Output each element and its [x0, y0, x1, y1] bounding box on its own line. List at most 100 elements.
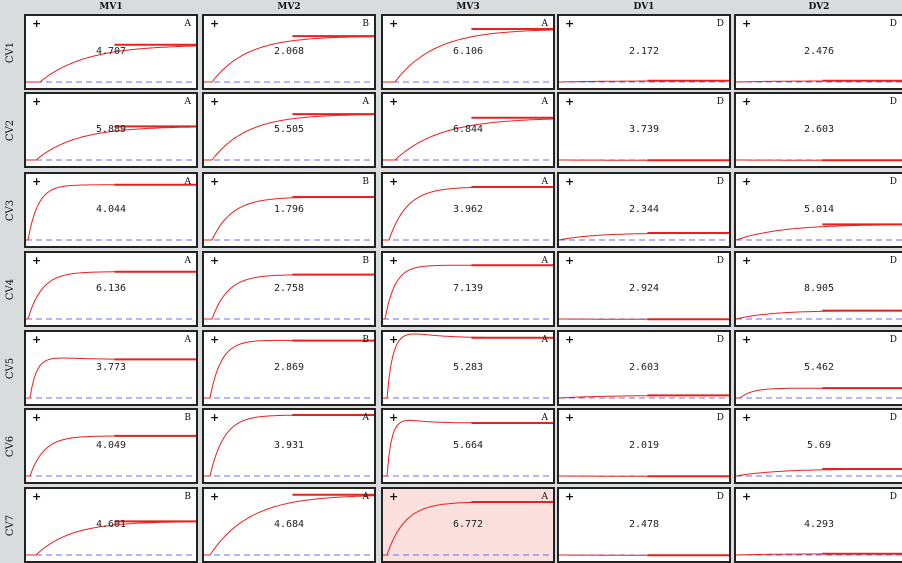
cell-corner-label: A [542, 335, 549, 345]
plus-icon: + [742, 17, 751, 30]
cell-corner-label: A [185, 97, 192, 107]
row-header-cv7[interactable]: CV7 [0, 487, 22, 563]
row-header-cv6[interactable]: CV6 [0, 408, 22, 484]
plus-icon: + [742, 490, 751, 503]
cell-corner-label: A [363, 492, 370, 502]
cell-corner-label: A [185, 19, 192, 29]
response-curve [204, 37, 374, 82]
cell-corner-label: A [542, 256, 549, 266]
cell-corner-label: B [362, 256, 369, 266]
cell-corner-label: A [542, 413, 549, 423]
gain-value: 2.344 [559, 204, 729, 215]
cell-corner-label: A [542, 177, 549, 187]
plus-icon: + [210, 333, 219, 346]
gain-value: 6.772 [383, 519, 553, 530]
row-header-cv5[interactable]: CV5 [0, 330, 22, 406]
gain-value: 1.796 [204, 204, 374, 215]
cell-corner-label: A [542, 19, 549, 29]
plus-icon: + [565, 175, 574, 188]
gain-value: 3.962 [383, 204, 553, 215]
gain-value: 2.476 [736, 46, 902, 57]
gain-value: 6.106 [383, 46, 553, 57]
column-header-mv3[interactable]: MV3 [381, 0, 555, 14]
cell-corner-label: A [363, 97, 370, 107]
cell-corner-label: A [185, 256, 192, 266]
column-header-mv1[interactable]: MV1 [24, 0, 198, 14]
row-label: CV5 [6, 357, 17, 378]
cell-corner-label: A [542, 492, 549, 502]
cell-corner-label: B [362, 335, 369, 345]
gain-value: 3.773 [26, 362, 196, 373]
cell-corner-label: B [362, 19, 369, 29]
plus-icon: + [389, 333, 398, 346]
row-label: CV4 [6, 278, 17, 299]
row-header-cv2[interactable]: CV2 [0, 92, 22, 168]
plus-icon: + [32, 175, 41, 188]
gain-value: 3.739 [559, 124, 729, 135]
plus-icon: + [742, 95, 751, 108]
row-header-cv3[interactable]: CV3 [0, 172, 22, 248]
gain-value: 2.068 [204, 46, 374, 57]
row-header-cv4[interactable]: CV4 [0, 251, 22, 327]
row-label: CV6 [6, 435, 17, 456]
plus-icon: + [210, 175, 219, 188]
row-label: CV1 [6, 41, 17, 62]
response-cell-cv3-dv1[interactable]: + D 2.344 [557, 172, 731, 248]
response-curve [736, 311, 902, 319]
response-curve [736, 388, 902, 398]
response-cell-cv1-mv3[interactable]: + A 6.106 [381, 14, 555, 90]
cell-corner-label: B [184, 413, 191, 423]
gain-value: 5.014 [736, 204, 902, 215]
gain-value: 2.172 [559, 46, 729, 57]
cell-corner-label: D [717, 492, 724, 502]
cell-corner-label: D [717, 256, 724, 266]
response-cell-cv3-mv3[interactable]: + A 3.962 [381, 172, 555, 248]
column-header-dv2[interactable]: DV2 [734, 0, 902, 14]
cell-corner-label: A [185, 335, 192, 345]
cell-corner-label: A [185, 177, 192, 187]
plus-icon: + [389, 175, 398, 188]
gain-value: 2.603 [736, 124, 902, 135]
response-cell-cv3-mv1[interactable]: + A 4.044 [24, 172, 198, 248]
plus-icon: + [389, 17, 398, 30]
plus-icon: + [565, 490, 574, 503]
gain-value: 4.707 [26, 46, 196, 57]
column-header-dv1[interactable]: DV1 [557, 0, 731, 14]
row-header-cv1[interactable]: CV1 [0, 14, 22, 90]
cell-corner-label: D [717, 177, 724, 187]
column-header-mv2[interactable]: MV2 [202, 0, 376, 14]
gain-value: 4.044 [26, 204, 196, 215]
plus-icon: + [32, 411, 41, 424]
